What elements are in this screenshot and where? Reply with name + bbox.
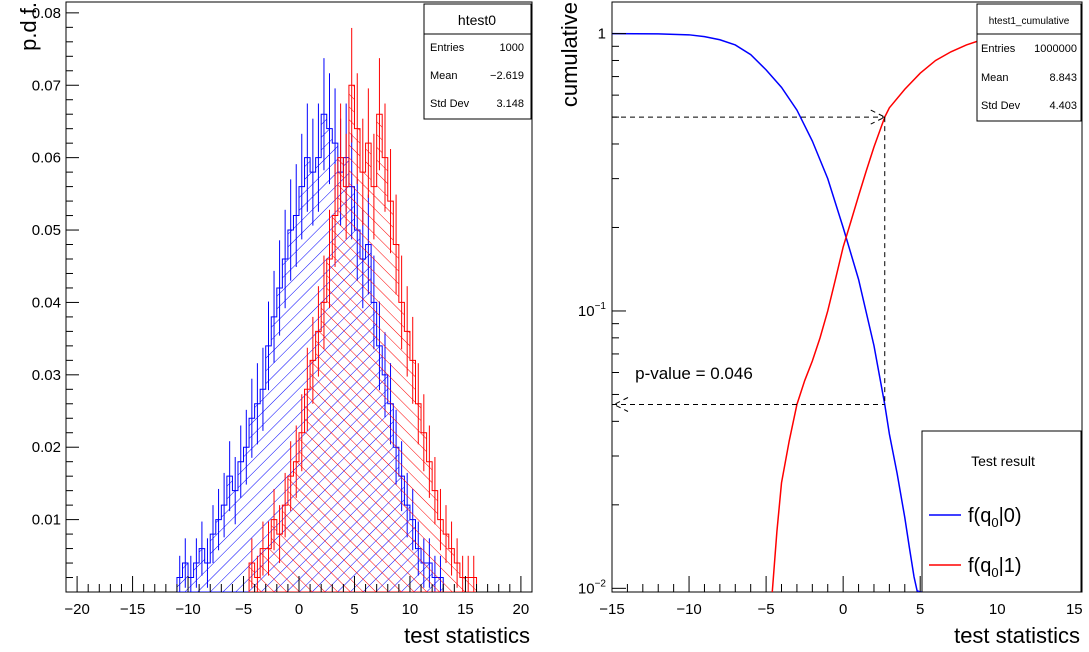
left-stats-row-value: 1000 [500, 42, 524, 54]
right-legend: Test result f(q0|0) f(q0|1) [921, 430, 1082, 593]
x-tick-label: 5 [350, 601, 358, 618]
x-tick-label: −5 [758, 601, 775, 618]
x-tick-label: 10 [402, 601, 419, 618]
legend-title: Test result [971, 453, 1035, 469]
x-tick-label: −10 [676, 601, 701, 618]
left-x-axis-label: test statistics [404, 623, 530, 648]
right-stats-row-value: 8.843 [1049, 72, 1077, 84]
right-stats-row-label: Std Dev [981, 100, 1021, 112]
left-stats-box: htest0 Entries 1000 Mean −2.619 Std Dev … [423, 3, 532, 120]
left-stats-row-label: Entries [430, 42, 465, 54]
y-tick-label: 0.01 [32, 512, 61, 529]
x-tick-label: 10 [989, 601, 1006, 618]
x-tick-label: 15 [1066, 601, 1083, 618]
left-stats-row-label: Std Dev [430, 98, 470, 110]
right-stats-box: htest1_cumulative Entries 1000000 Mean 8… [976, 3, 1082, 122]
y-tick-label: 10−2 [578, 578, 607, 597]
y-tick-label: 0.05 [32, 222, 61, 239]
x-tick-label: −15 [120, 601, 145, 618]
x-tick-label: −15 [599, 601, 624, 618]
y-tick-label: 1 [598, 26, 606, 43]
p-value-annotation: p-value = 0.046 [635, 364, 753, 383]
cumulative-line-0 [612, 32, 924, 592]
left-stats-row-label: Mean [430, 70, 458, 82]
right-stats-row-value: 1000000 [1034, 43, 1077, 55]
y-tick-label: 0.07 [32, 77, 61, 94]
right-stats-title: htest1_cumulative [989, 16, 1070, 27]
right-stats-row-label: Entries [981, 43, 1016, 55]
y-tick-label: 0.03 [32, 367, 61, 384]
right-plot-frame [611, 1, 1083, 593]
left-stats-title: htest0 [458, 12, 496, 28]
right-stats-frame [976, 3, 1082, 122]
y-tick-label: 0.08 [32, 5, 61, 22]
y-tick-label: 0.06 [32, 150, 61, 167]
right-annotations [612, 109, 886, 412]
right-stats-row-value: 4.403 [1049, 100, 1077, 112]
left-y-axis-label: p.d.f. [16, 2, 41, 51]
x-tick-label: 15 [457, 601, 474, 618]
x-tick-label: 0 [295, 601, 303, 618]
x-tick-label: −5 [235, 601, 252, 618]
cumulative-line-1 [771, 32, 1075, 592]
x-tick-label: −10 [175, 601, 200, 618]
x-tick-label: 5 [916, 601, 924, 618]
legend-entry-red: f(q0|1) [968, 555, 1022, 580]
left-panel: −20 −15 −10 −5 0 5 10 15 20 0.01 0.02 0.03 0.04 0.05 0… [16, 1, 533, 648]
x-tick-label: 20 [513, 601, 530, 618]
left-stats-frame [423, 3, 532, 120]
left-series-group [176, 27, 478, 592]
x-tick-label: 0 [839, 601, 847, 618]
x-tick-label: −20 [64, 601, 89, 618]
y-tick-label: 0.02 [32, 439, 61, 456]
right-x-axis-label: test statistics [954, 623, 1080, 648]
right-y-axis-label: cumulative [557, 2, 582, 107]
left-stats-row-value: −2.619 [490, 70, 524, 82]
legend-entry-blue: f(q0|0) [968, 505, 1022, 530]
y-tick-label: 10−1 [578, 301, 607, 320]
y-tick-label: 0.04 [32, 294, 61, 311]
left-axis-ticks: −20 −15 −10 −5 0 5 10 15 20 0.01 0.02 0.03 0.04 0.05 0… [32, 5, 533, 618]
right-stats-row-label: Mean [981, 72, 1009, 84]
left-stats-row-value: 3.148 [496, 98, 524, 110]
right-series-group [612, 32, 1075, 592]
